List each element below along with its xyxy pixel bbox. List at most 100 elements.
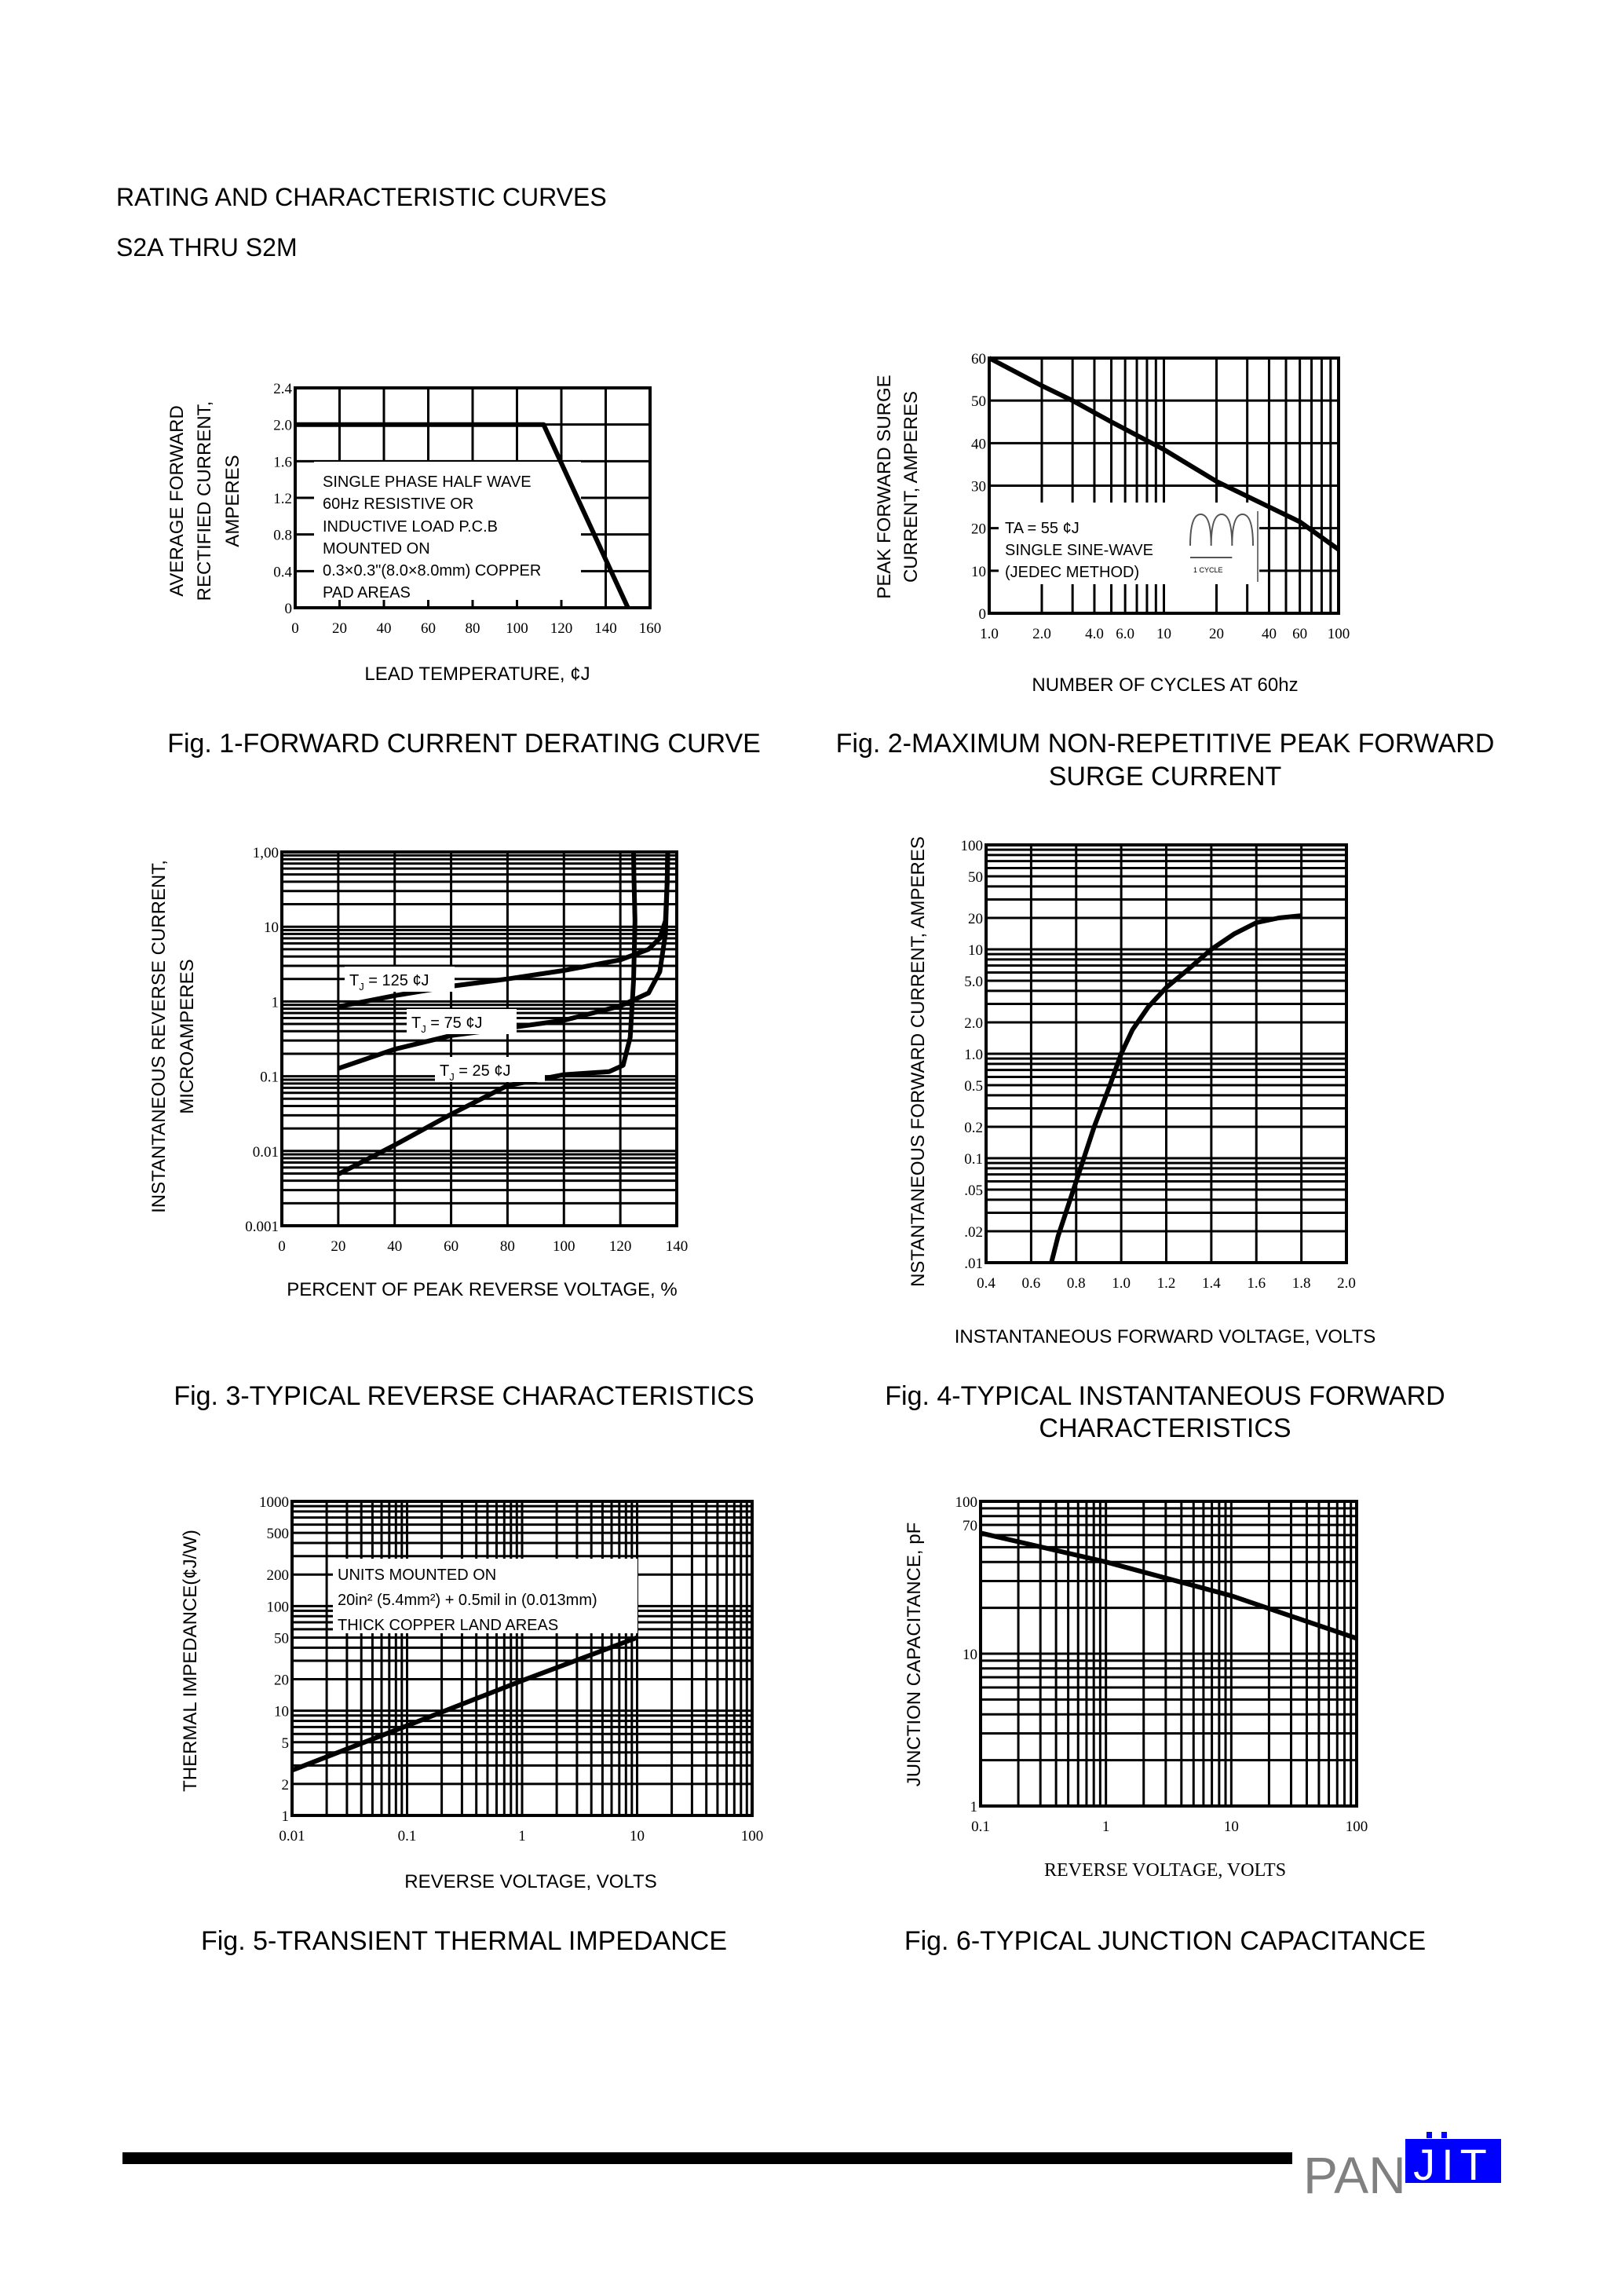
y-tick-label: 10	[971, 564, 986, 580]
annotation-text: 0.3×0.3"(8.0×8.0mm) COPPER	[323, 562, 541, 579]
footer-rule	[122, 2152, 1292, 2164]
x-tick-label: 1	[518, 1828, 526, 1844]
x-tick-label: 0	[278, 1238, 286, 1255]
y-tick-label: 70	[963, 1518, 977, 1534]
y-tick-label: 0.1	[964, 1151, 983, 1168]
plot-frame	[985, 843, 1348, 1264]
charts: 0 20 40 60 80 100 120 140 16000.40.81.21.62.02.4…	[148, 351, 1494, 1956]
x-tick-label: 0.1	[971, 1819, 990, 1835]
x-tick-label: 80	[466, 620, 480, 637]
annotation-text: SINGLE SINE-WAVE	[1005, 542, 1153, 559]
y-tick-label: 2.0	[964, 1015, 983, 1032]
y-tick-label: 1.2	[273, 491, 292, 507]
series-label: TJ = 125 ¢J	[349, 972, 429, 993]
y-axis-label: RECTIFIED CURRENT,	[194, 401, 215, 601]
page-subtitle: S2A THRU S2M	[116, 233, 298, 261]
y-tick-label: 50	[968, 869, 983, 886]
y-tick-label: 0	[979, 606, 987, 623]
y-tick-label: 100	[267, 1599, 290, 1615]
x-tick-label: 100	[553, 1238, 575, 1255]
figure-caption: Fig. 2-MAXIMUM NON-REPETITIVE PEAK FORWA…	[836, 729, 1495, 759]
y-axis-label: CURRENT, AMPERES	[901, 391, 922, 583]
x-tick-label: 1.2	[1157, 1275, 1176, 1292]
x-tick-label: 20	[1209, 626, 1224, 642]
annotation-text: UNITS MOUNTED ON	[338, 1567, 496, 1584]
x-tick-label: 10	[1224, 1819, 1239, 1835]
y-axis-label: AVERAGE FORWARD	[166, 405, 188, 597]
y-tick-label: 1.6	[273, 454, 292, 470]
figure-caption: Fig. 6-TYPICAL JUNCTION CAPACITANCE	[904, 1926, 1426, 1956]
inset-caption: 1 CYCLE	[1193, 566, 1223, 574]
y-tick-label: 1,00	[253, 845, 279, 861]
logo-text-right: JIT	[1413, 2140, 1493, 2189]
y-tick-label: 10	[968, 942, 983, 959]
y-tick-label: 20	[968, 911, 983, 927]
annotation-text: 60Hz RESISTIVE OR	[323, 495, 473, 513]
y-tick-label: 50	[971, 393, 986, 410]
series-line-1	[980, 1530, 1357, 1641]
y-tick-label: 2.4	[273, 381, 292, 397]
y-tick-label: 0.5	[964, 1078, 983, 1095]
x-tick-label: 100	[741, 1828, 764, 1844]
x-tick-label: 100	[1328, 626, 1350, 642]
y-tick-label: 0.01	[253, 1144, 279, 1161]
figure-caption: CHARACTERISTICS	[1039, 1413, 1291, 1443]
y-tick-label: 20	[971, 521, 986, 538]
series-label: TJ = 25 ¢J	[440, 1062, 510, 1083]
inset-bg	[1185, 510, 1259, 582]
y-tick-label: .05	[964, 1183, 983, 1199]
y-tick-label: 100	[961, 838, 984, 854]
y-tick-label: 40	[971, 436, 986, 452]
y-axis-label: THERMAL IMPEDANCE(¢J/W)	[180, 1530, 201, 1792]
annotation-text: THICK COPPER LAND AREAS	[338, 1617, 558, 1634]
y-tick-label: 5	[282, 1735, 290, 1752]
plot-frame	[280, 850, 678, 1227]
x-tick-label: 100	[506, 620, 528, 637]
x-axis-label: INSTANTANEOUS FORWARD VOLTAGE, VOLTS	[955, 1326, 1376, 1347]
x-axis-label: PERCENT OF PEAK REVERSE VOLTAGE, %	[287, 1279, 677, 1300]
series-label-bg	[345, 967, 455, 992]
annotation-box	[314, 462, 581, 600]
x-tick-label: 120	[550, 620, 573, 637]
figure-caption: SURGE CURRENT	[1049, 762, 1282, 792]
chart-fig-3: TJ = 125 ¢J TJ = 75 ¢J TJ = 25 ¢J 0 20 40 60 80…	[148, 845, 754, 1411]
y-tick-label: 10	[264, 919, 279, 936]
y-tick-label: 500	[267, 1526, 290, 1542]
series-line-1	[988, 356, 1340, 552]
figure-caption: Fig. 5-TRANSIENT THERMAL IMPEDANCE	[201, 1926, 727, 1956]
y-axis-label: AMPERES	[222, 455, 243, 547]
annotation-box	[333, 1559, 637, 1633]
x-tick-label: 0.4	[977, 1275, 995, 1292]
y-axis-label: NSTANTANEOUS FORWARD CURRENT, AMPERES	[908, 836, 929, 1287]
chart-fig-2: 1.0 2.0 4.0 6.0 10 20 40 60 100 0 10 20 30 40 50 60 TA =…	[836, 351, 1495, 792]
x-tick-label: 0.6	[1022, 1275, 1041, 1292]
annotation-text: MOUNTED ON	[323, 540, 430, 558]
annotation-text: PAD AREAS	[323, 584, 411, 601]
x-tick-label: 60	[1292, 626, 1307, 642]
series-line-3	[337, 851, 637, 1176]
series-line-1	[1049, 913, 1302, 1263]
x-tick-label: 40	[377, 620, 392, 637]
logo-box	[1405, 2139, 1501, 2183]
x-tick-label: 1.4	[1202, 1275, 1221, 1292]
y-tick-label: 30	[971, 479, 986, 495]
x-tick-label: 160	[639, 620, 662, 637]
y-tick-label: 2	[282, 1777, 290, 1793]
x-axis-label: REVERSE VOLTAGE, VOLTS	[404, 1871, 656, 1892]
x-tick-label: 40	[1262, 626, 1277, 642]
x-tick-label: 0.8	[1067, 1275, 1086, 1292]
plot-frame	[290, 1500, 754, 1817]
y-axis-label: INSTANTANEOUS REVERSE CURRENT,	[148, 860, 170, 1213]
x-tick-label: 80	[500, 1238, 515, 1255]
x-tick-label: 1.0	[1112, 1275, 1131, 1292]
annotation-text: TA = 55 ¢J	[1005, 520, 1080, 537]
x-axis-label: REVERSE VOLTAGE, VOLTS	[1044, 1860, 1286, 1881]
y-tick-label: 1	[970, 1799, 978, 1815]
plot-frame	[988, 356, 1340, 615]
x-tick-label: 10	[630, 1828, 645, 1844]
plot-frame	[979, 1500, 1358, 1808]
series-label: TJ = 75 ¢J	[411, 1015, 482, 1035]
x-tick-label: 60	[421, 620, 436, 637]
y-tick-label: 0.1	[260, 1069, 279, 1086]
x-tick-label: 100	[1346, 1819, 1368, 1835]
